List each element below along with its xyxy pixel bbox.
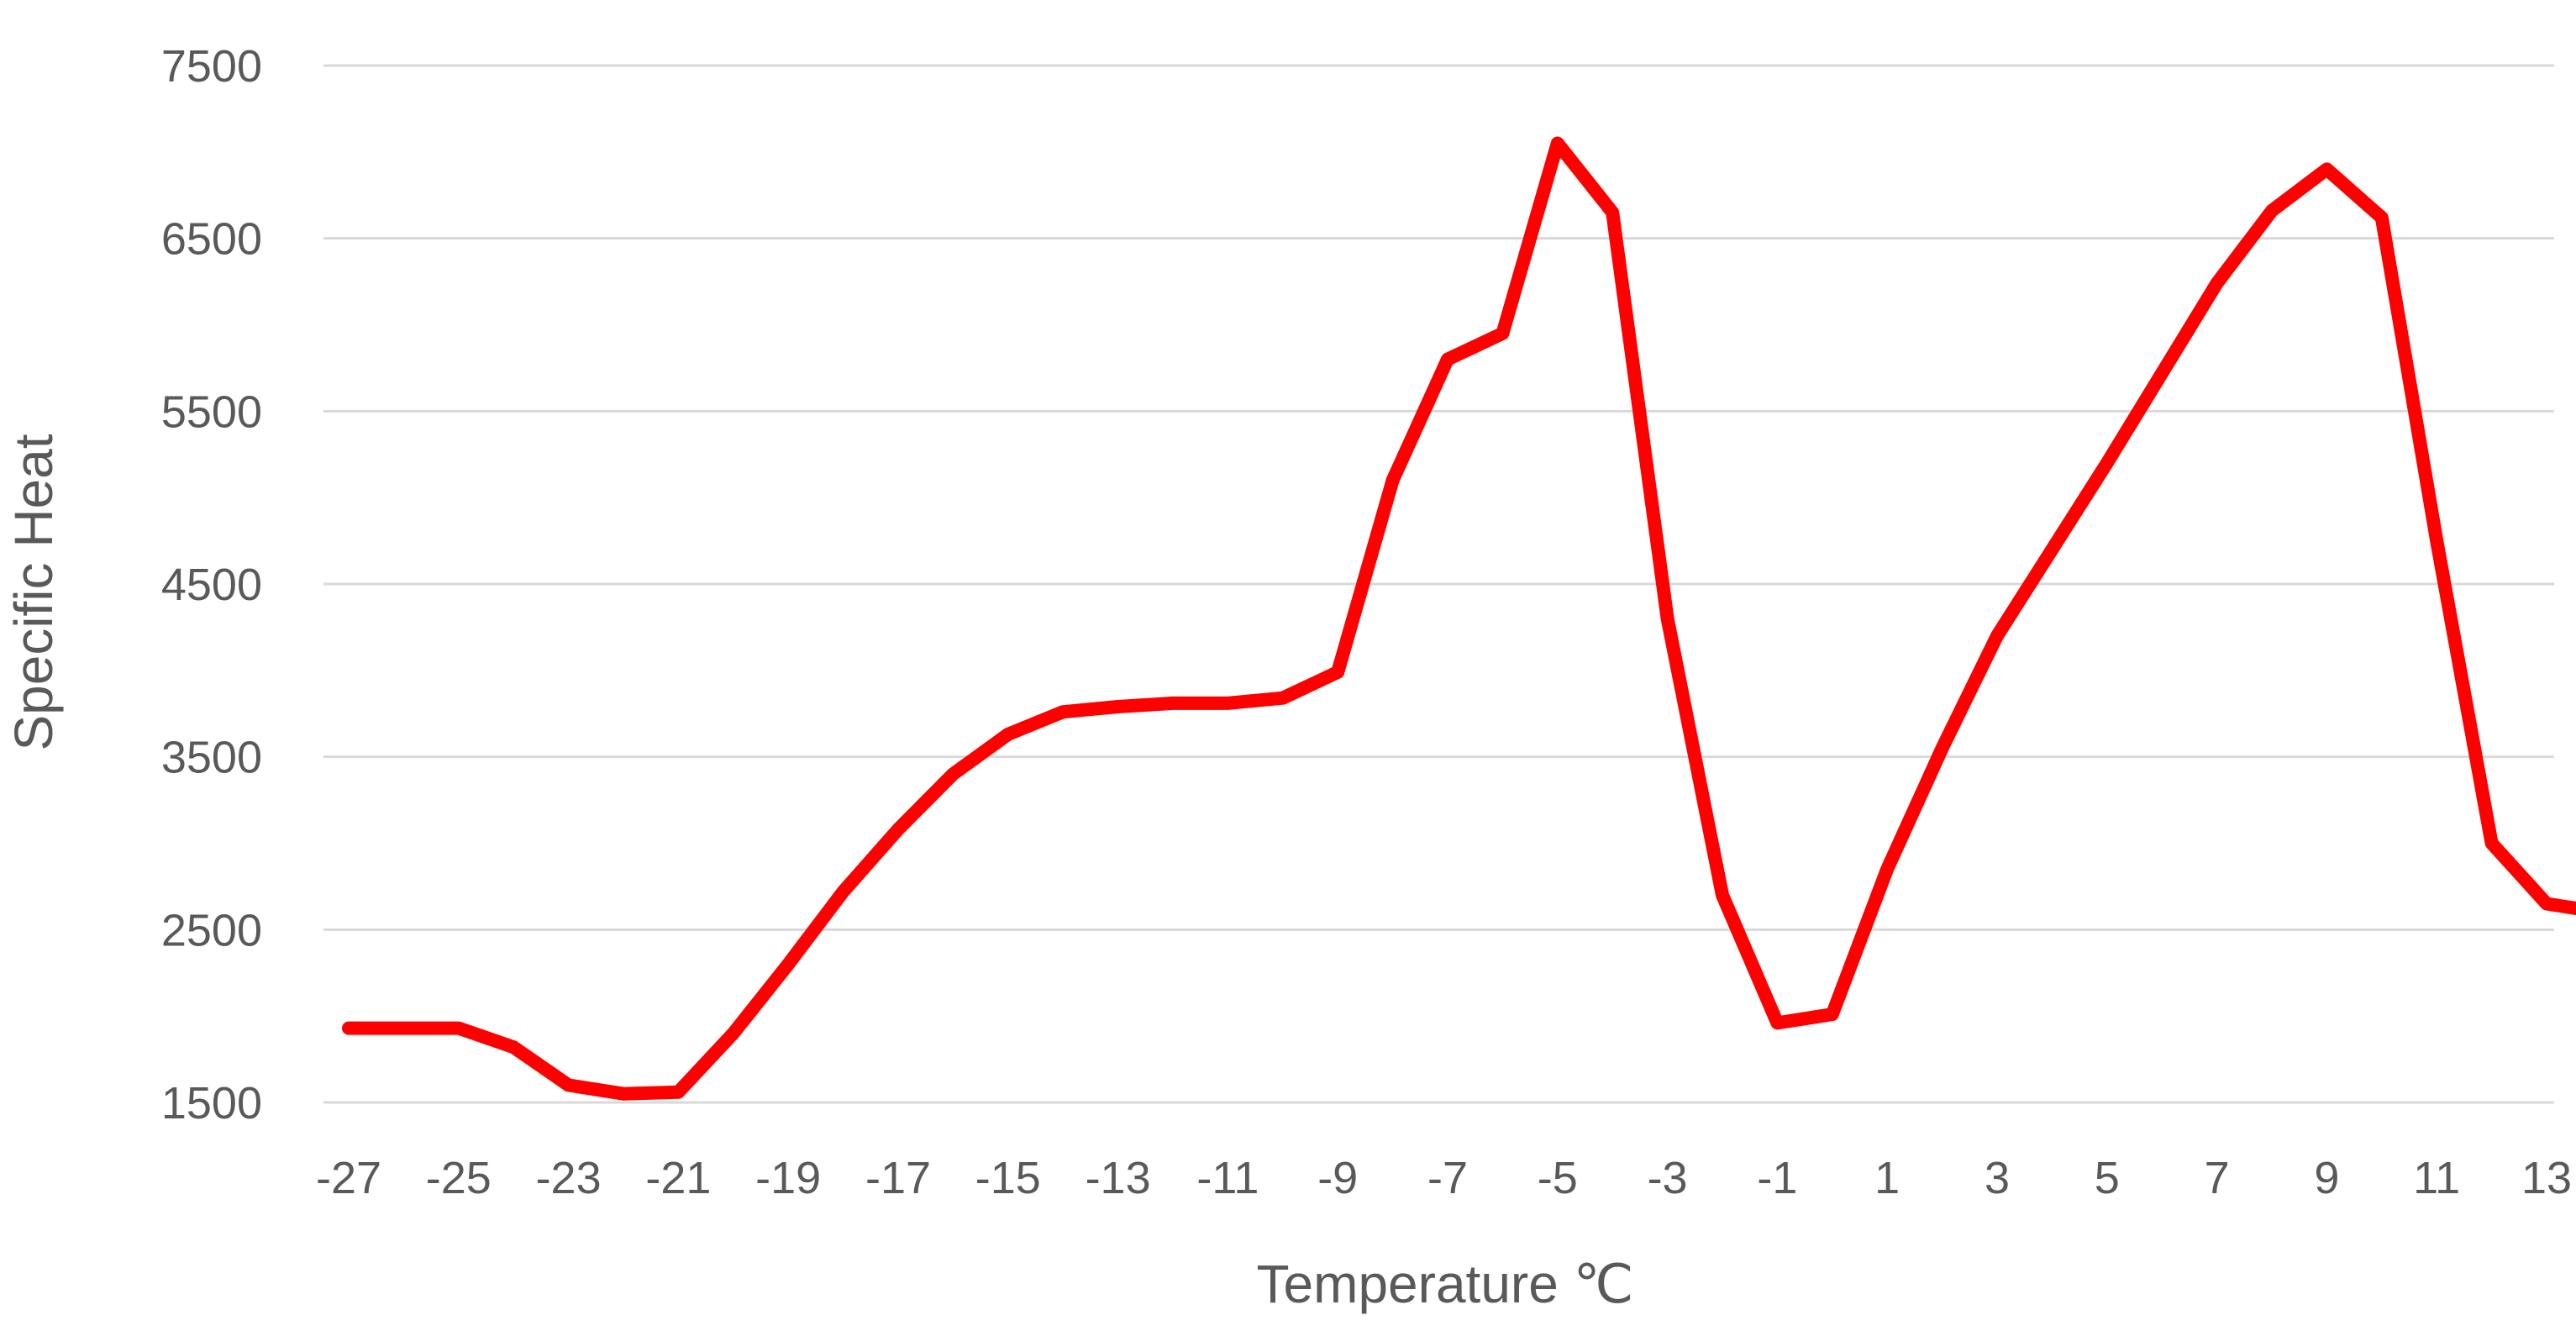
x-tick-label: -3 [1648,1153,1688,1203]
y-tick-label: 4500 [161,560,262,610]
x-tick-label: -5 [1538,1153,1578,1203]
gridlines [323,64,2554,1104]
x-axis-ticks: -27 -25 -23 -21 -19 -17 -15 -13 -11 -9 -7 -5 -3 -1 1 3 5… [316,1153,2572,1203]
series-layer [342,136,2576,1101]
y-tick-label: 3500 [161,733,262,783]
x-axis-title: Temperature ℃ [1257,1254,1634,1314]
y-tick-label: 7500 [161,41,262,92]
x-tick-label: -13 [1086,1153,1151,1203]
x-tick-label: -11 [1196,1153,1259,1203]
y-axis-ticks: 1500 2500 3500 4500 5500 6500 7500 [161,41,262,1128]
y-tick-label: 5500 [161,387,262,437]
x-tick-label: 11 [2413,1153,2460,1203]
y-tick-label: 1500 [161,1078,262,1128]
series-line [342,136,2576,1101]
x-tick-label: -7 [1427,1153,1468,1203]
x-tick-label: 3 [1985,1153,2010,1203]
x-tick-label: 7 [2205,1153,2230,1203]
x-tick-label: -17 [865,1153,931,1203]
y-axis-title: Specific Heat [3,434,64,750]
x-tick-label: -1 [1757,1153,1797,1203]
x-tick-label: -15 [975,1153,1041,1203]
x-tick-label: 1 [1874,1153,1900,1203]
x-tick-label: -9 [1317,1153,1358,1203]
x-tick-label: 5 [2095,1153,2120,1203]
x-tick-label: 9 [2314,1153,2339,1203]
x-tick-label: -27 [316,1153,381,1203]
x-tick-label: 13 [2521,1153,2572,1203]
y-tick-label: 2500 [161,905,262,955]
x-tick-label: -19 [755,1153,821,1203]
x-tick-label: -23 [536,1153,602,1203]
x-tick-label: -25 [426,1153,492,1203]
y-tick-label: 6500 [161,214,262,265]
x-tick-label: -21 [645,1153,711,1203]
